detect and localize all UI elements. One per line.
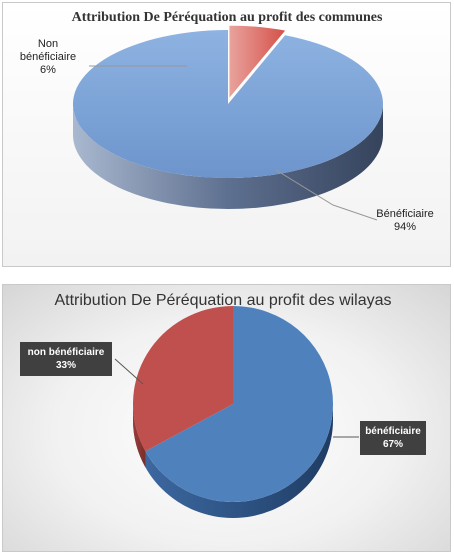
pie-chart-communes: Attribution De Péréquation au profit des… <box>20 10 434 233</box>
data-label-line: 94% <box>394 221 416 233</box>
data-label-line: 67% <box>383 439 403 450</box>
data-label-line: bénéficiaire <box>20 51 76 63</box>
data-label-box <box>360 421 426 455</box>
chart-body: Non bénéficiaire 6% Bénéficiaire 94% <box>20 24 434 233</box>
pie-side <box>73 104 383 209</box>
data-label: non bénéficiaire 33% <box>28 347 105 371</box>
pie-side <box>133 404 333 518</box>
chart-title: Attribution De Péréquation au profit des… <box>72 10 383 25</box>
data-label-line: 6% <box>40 64 56 76</box>
chart-title: Attribution De Péréquation au profit des… <box>54 292 391 309</box>
pie-slice <box>228 24 287 101</box>
data-label-line: bénéficiaire <box>365 426 421 437</box>
leader-line <box>275 169 378 221</box>
data-label-line: 33% <box>56 360 76 371</box>
pie-slice <box>72 29 383 179</box>
data-label-line: non bénéficiaire <box>28 347 105 358</box>
leader-line <box>114 358 144 385</box>
data-label: Non bénéficiaire 6% <box>20 38 76 76</box>
data-label-line: Bénéficiaire <box>376 208 433 220</box>
data-label: bénéficiaire 67% <box>365 426 421 450</box>
data-label-line: Non <box>38 38 58 50</box>
data-label: Bénéficiaire 94% <box>376 208 433 233</box>
chart-panel-communes: Attribution De Péréquation au profit des… <box>2 2 451 267</box>
chart-body: non bénéficiaire 33% bénéficiaire 67% <box>20 306 426 518</box>
pie-chart-wilayas: Attribution De Péréquation au profit des… <box>20 292 426 518</box>
pie-slice <box>145 306 334 502</box>
data-label-box <box>20 342 112 376</box>
chart-panel-wilayas: Attribution De Péréquation au profit des… <box>2 284 451 552</box>
pie-slice <box>133 306 233 452</box>
pie-side-red <box>133 404 146 468</box>
